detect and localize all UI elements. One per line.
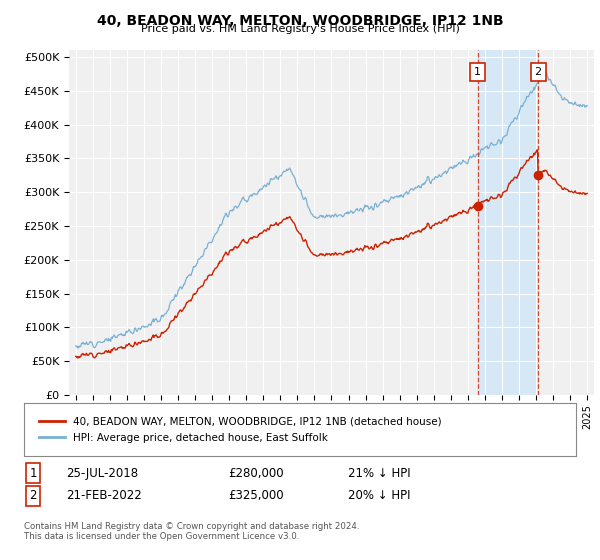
Text: 2: 2 xyxy=(535,67,542,77)
Text: 2: 2 xyxy=(29,489,37,502)
Text: 21-FEB-2022: 21-FEB-2022 xyxy=(66,489,142,502)
Text: 20% ↓ HPI: 20% ↓ HPI xyxy=(348,489,410,502)
Text: 40, BEADON WAY, MELTON, WOODBRIDGE, IP12 1NB: 40, BEADON WAY, MELTON, WOODBRIDGE, IP12… xyxy=(97,14,503,28)
Text: 1: 1 xyxy=(474,67,481,77)
Text: 21% ↓ HPI: 21% ↓ HPI xyxy=(348,466,410,480)
Text: Contains HM Land Registry data © Crown copyright and database right 2024.
This d: Contains HM Land Registry data © Crown c… xyxy=(24,522,359,542)
Text: 25-JUL-2018: 25-JUL-2018 xyxy=(66,466,138,480)
Legend: 40, BEADON WAY, MELTON, WOODBRIDGE, IP12 1NB (detached house), HPI: Average pric: 40, BEADON WAY, MELTON, WOODBRIDGE, IP12… xyxy=(35,413,446,447)
Text: Price paid vs. HM Land Registry's House Price Index (HPI): Price paid vs. HM Land Registry's House … xyxy=(140,24,460,34)
Text: 1: 1 xyxy=(29,466,37,480)
Bar xyxy=(478,50,538,395)
Text: £325,000: £325,000 xyxy=(228,489,284,502)
Text: £280,000: £280,000 xyxy=(228,466,284,480)
